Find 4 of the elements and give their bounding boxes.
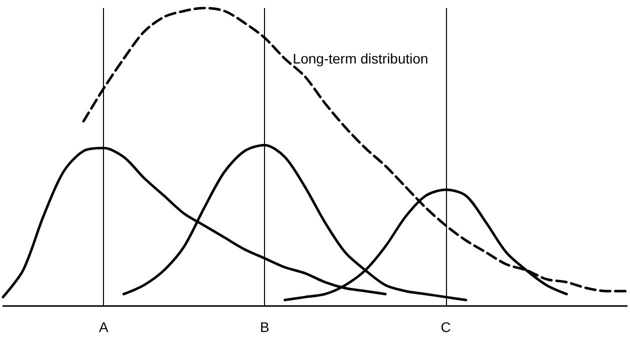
x-tick-label: C bbox=[440, 319, 451, 335]
series-label: Long-term distribution bbox=[292, 50, 428, 67]
x-tick-label: B bbox=[260, 319, 270, 335]
x-tick-label: A bbox=[98, 319, 109, 335]
